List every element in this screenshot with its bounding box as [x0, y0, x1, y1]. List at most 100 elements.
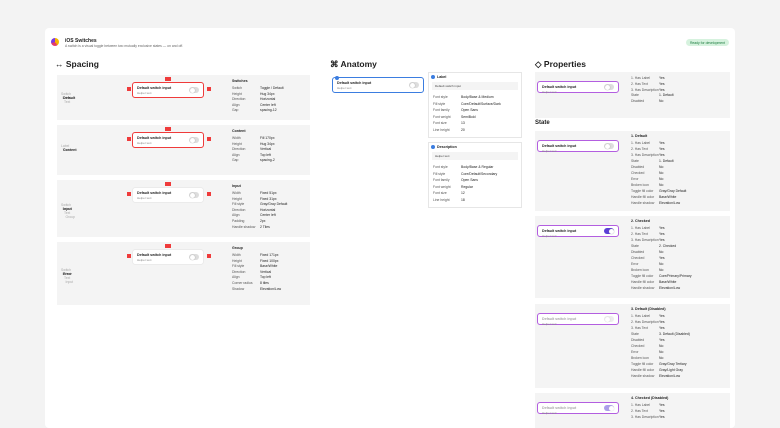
switch-handle [189, 254, 195, 260]
prop-key: Height [232, 196, 242, 201]
prop-value: Fixed 100px [260, 258, 279, 263]
switch-description: Helper text [137, 258, 152, 262]
row-state: Input [63, 206, 72, 211]
prop-value: No [659, 344, 664, 348]
spacing-marker [207, 192, 211, 196]
prop-key: Error [631, 177, 639, 181]
switch-description: Helper text [542, 322, 557, 326]
prop-key: 3. Has Description [631, 153, 659, 157]
spacing-row: Label Text Content Default switch input Help… [57, 125, 310, 175]
prop-value: 13 [461, 121, 465, 125]
prop-value: Open Sans [461, 108, 478, 112]
row-state: Content [63, 148, 77, 152]
prop-heading: Content [232, 129, 246, 133]
prop-value: Center left [260, 213, 276, 218]
prop-value: 2px [260, 219, 266, 223]
switch-label: Default switch input [542, 406, 577, 410]
prop-value: Yes [659, 409, 665, 413]
switch-handle [189, 137, 195, 143]
switch-toggle [189, 192, 199, 198]
anatomy-panel: Description Helper text Font style Body/Bas… [428, 142, 522, 208]
prop-value: Vertical [260, 269, 272, 274]
prop-key: Handle shadow [232, 224, 256, 229]
switch-description: Helper text [542, 234, 557, 238]
logo [51, 38, 59, 46]
prop-key: 1. Has Label [631, 314, 651, 318]
prop-key: Height [232, 141, 242, 146]
prop-value: Fill 170px [260, 136, 275, 140]
prop-key: Disabled [631, 338, 645, 342]
prop-value: Yes [659, 153, 665, 157]
prop-heading: Switches [232, 79, 248, 83]
property-card: Default switch input Helper text 1. Has La… [535, 72, 730, 118]
prop-value: Fixed 31px [260, 196, 277, 201]
prop-key: Broken icon [631, 268, 649, 272]
switch-handle [604, 316, 610, 322]
prop-value: Yes [659, 415, 665, 419]
prop-value: Elevation/Low [260, 286, 282, 291]
spacing-row: Switch Label Text Default Default switch inp… [57, 75, 310, 120]
layer-hint: Switch [61, 91, 71, 96]
prop-key: Font style [433, 95, 448, 99]
switch-description: Helper text [137, 141, 152, 145]
row-state: Error [63, 271, 72, 276]
panel-sample: Helper text [432, 152, 518, 160]
prop-value: Hug 34px [260, 91, 275, 96]
prop-key: Broken icon [631, 183, 649, 187]
switch-component: Default switch input Helper text [132, 132, 204, 148]
prop-key: 2. Has Text [631, 147, 648, 151]
prop-key: 1. Has Label [631, 76, 651, 80]
switch-handle [608, 228, 614, 234]
switch-component: Default switch input Helper text [132, 82, 204, 98]
prop-value: Regular [461, 184, 473, 189]
prop-key: 3. Has Description [631, 238, 659, 242]
switch-label: Default switch input [542, 317, 577, 321]
prop-value: Yes [659, 314, 665, 318]
prop-value: 18 [461, 197, 465, 202]
layer-hint: Text [64, 275, 71, 280]
prop-value: No [659, 183, 664, 187]
layer-hint: Label [61, 144, 70, 148]
switch-component: Default switch input Helper text [537, 402, 619, 415]
prop-key: 3. Has Text [631, 326, 648, 330]
layer-hint: Switch [61, 267, 71, 272]
prop-key: Handle fill color [631, 368, 655, 372]
card-title: 3. Default (Disabled) [631, 307, 666, 311]
card-title: 1. Default [631, 134, 648, 138]
switch-label: Default switch input [337, 81, 372, 85]
prop-key: Handle shadow [631, 374, 655, 378]
prop-key: Gap [232, 158, 239, 163]
prop-value: Yes [659, 256, 665, 260]
prop-key: 2. Has Description [631, 320, 659, 324]
property-card: Default switch input Helper text 3. Defaul… [535, 304, 730, 388]
prop-value: 2 Tiles [260, 224, 270, 229]
switch-handle [604, 143, 610, 149]
prop-value: Hug 34px [260, 141, 275, 146]
spacing-marker [127, 192, 131, 196]
section-title: ⌘ Anatomy [330, 59, 377, 69]
prop-key: Direction [232, 207, 246, 212]
prop-value: Elevation/Low [659, 201, 681, 205]
prop-key: Direction [232, 269, 246, 274]
section-title: ↔ Spacing [55, 59, 99, 69]
spacing-marker [207, 87, 211, 91]
prop-value: 3. Default (Disabled) [659, 332, 690, 336]
status-badge: Ready for development [685, 39, 729, 46]
prop-value: spacing-2 [260, 158, 275, 163]
prop-key: 1. Has Label [631, 226, 651, 230]
switch-toggle [604, 405, 614, 411]
switch-toggle [604, 228, 614, 234]
spacing-row: Switch Label Text Group Input Default switch … [57, 180, 310, 237]
prop-value: No [659, 350, 664, 354]
switch-description: Helper text [542, 149, 557, 153]
prop-key: Disabled [631, 250, 645, 254]
prop-value: Gray/Gray Default [260, 202, 288, 207]
prop-value: No [659, 171, 664, 175]
prop-value: 1. Default [659, 159, 674, 163]
switch-component: Default switch input Helper text [537, 81, 619, 94]
prop-key: Checked [631, 171, 645, 175]
layer-hint: Label [62, 206, 71, 211]
prop-value: Yes [659, 238, 665, 242]
prop-key: Align [232, 102, 240, 107]
